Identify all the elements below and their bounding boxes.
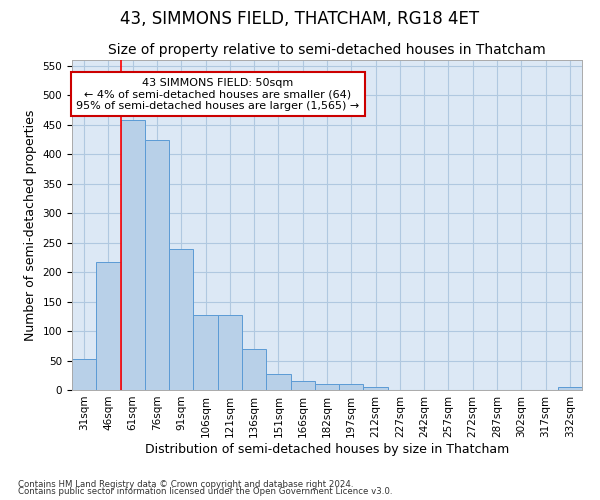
Bar	[121, 120, 145, 390]
Text: Contains public sector information licensed under the Open Government Licence v3: Contains public sector information licen…	[18, 488, 392, 496]
Bar	[96, 262, 121, 390]
Bar	[242, 349, 266, 390]
Text: 43 SIMMONS FIELD: 50sqm
← 4% of semi-detached houses are smaller (64)
95% of sem: 43 SIMMONS FIELD: 50sqm ← 4% of semi-det…	[76, 78, 359, 111]
Bar	[193, 314, 218, 390]
Bar	[218, 314, 242, 390]
Bar	[315, 384, 339, 390]
Bar	[290, 381, 315, 390]
Bar	[364, 387, 388, 390]
Bar	[558, 387, 582, 390]
Y-axis label: Number of semi-detached properties: Number of semi-detached properties	[24, 110, 37, 340]
Title: Size of property relative to semi-detached houses in Thatcham: Size of property relative to semi-detach…	[108, 44, 546, 58]
Bar	[145, 140, 169, 390]
Bar	[169, 248, 193, 390]
Bar	[72, 360, 96, 390]
Text: 43, SIMMONS FIELD, THATCHAM, RG18 4ET: 43, SIMMONS FIELD, THATCHAM, RG18 4ET	[121, 10, 479, 28]
X-axis label: Distribution of semi-detached houses by size in Thatcham: Distribution of semi-detached houses by …	[145, 442, 509, 456]
Bar	[266, 374, 290, 390]
Text: Contains HM Land Registry data © Crown copyright and database right 2024.: Contains HM Land Registry data © Crown c…	[18, 480, 353, 489]
Bar	[339, 384, 364, 390]
